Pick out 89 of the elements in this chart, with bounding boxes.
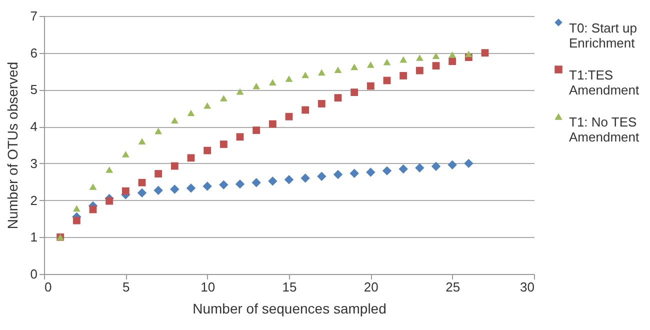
y-tick-label: 2 [30, 192, 38, 208]
point [220, 94, 228, 102]
x-tick-label: 20 [364, 280, 378, 294]
x-axis-title: Number of sequences sampled [192, 300, 386, 316]
point [72, 216, 80, 224]
point [106, 197, 114, 205]
point [318, 69, 326, 76]
point [236, 88, 244, 95]
point [154, 186, 163, 195]
point [252, 82, 260, 90]
point [154, 128, 162, 134]
x-tick-label: 10 [200, 280, 216, 294]
point [106, 166, 114, 173]
point [186, 184, 196, 193]
point [252, 126, 260, 134]
point [89, 183, 97, 190]
point [448, 58, 456, 66]
point [138, 178, 146, 186]
y-tick-label: 0 [30, 266, 38, 282]
point [219, 180, 228, 190]
point [382, 166, 392, 176]
point [302, 72, 310, 78]
point [170, 184, 180, 194]
point [122, 187, 130, 195]
point [366, 82, 374, 90]
point [350, 88, 358, 96]
y-tick-label: 7 [30, 8, 38, 24]
point [481, 49, 489, 57]
point [448, 51, 456, 58]
point [170, 162, 178, 170]
point [366, 61, 374, 68]
point [334, 66, 342, 74]
point [350, 64, 358, 70]
point [317, 172, 326, 181]
point [170, 117, 178, 124]
point [72, 205, 80, 212]
point [432, 52, 440, 60]
point [350, 168, 359, 178]
y-tick-label: 3 [30, 156, 38, 171]
point [464, 50, 472, 58]
point [268, 120, 276, 128]
x-tick-label: 25 [446, 280, 460, 294]
y-tick-label: 4 [30, 119, 38, 134]
point [202, 182, 212, 191]
y-tick-label: 1 [30, 230, 38, 245]
point [448, 160, 457, 170]
point [252, 178, 261, 188]
point [268, 79, 276, 86]
point [138, 138, 146, 145]
y-axis-title: Number of OTUs observed [4, 62, 20, 230]
point [268, 176, 278, 186]
point [122, 151, 130, 158]
point [415, 163, 424, 172]
point [187, 154, 195, 162]
point [284, 175, 294, 184]
point [334, 94, 342, 102]
point [204, 146, 212, 154]
x-tick-label: 5 [122, 280, 130, 294]
x-tick-label: 0 [44, 280, 52, 294]
legend-label: T1: No TES Amendment [569, 114, 640, 144]
y-tick-label: 6 [30, 45, 38, 60]
point [318, 100, 326, 108]
point [204, 102, 212, 109]
point [285, 112, 293, 120]
point [416, 66, 424, 74]
point [366, 168, 376, 177]
point [236, 133, 244, 141]
x-tick-label: 30 [520, 280, 534, 294]
point [187, 110, 195, 116]
point [302, 106, 310, 114]
point [285, 75, 293, 82]
point [431, 162, 441, 171]
point [398, 164, 408, 174]
point [400, 56, 408, 63]
point [220, 140, 228, 148]
point [464, 158, 474, 168]
point [400, 72, 408, 80]
point [432, 62, 440, 70]
x-tick-label: 15 [282, 280, 297, 294]
point [300, 174, 310, 183]
point [383, 58, 391, 66]
point [154, 170, 162, 178]
point [137, 188, 147, 198]
point [235, 179, 245, 189]
point [416, 54, 424, 61]
y-tick-label: 5 [30, 82, 38, 98]
legend-label: T0: Start up Enrichment [569, 20, 637, 50]
legend-label: T1:TES Amendment [569, 68, 640, 98]
point [333, 170, 343, 180]
